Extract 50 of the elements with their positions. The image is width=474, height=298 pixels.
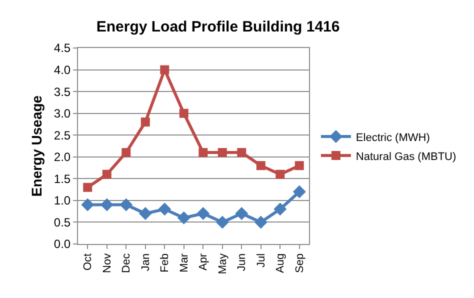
y-tick-label: 0.0 (54, 237, 71, 252)
y-tick-label: 0.5 (54, 215, 71, 230)
point (81, 198, 94, 212)
point (179, 108, 188, 118)
point (256, 161, 266, 170)
point (235, 207, 248, 220)
point (83, 182, 92, 192)
x-tick-label: Sep (294, 253, 306, 273)
y-axis-title: Energy Useage (28, 95, 45, 197)
y-tick-label: 3.5 (54, 84, 71, 99)
y-tick-label: 4.0 (54, 62, 71, 77)
point (158, 202, 172, 216)
y-tick-label: 1.0 (54, 194, 71, 208)
point (276, 170, 285, 179)
point (160, 65, 170, 74)
chart-title: Energy Load Profile Building 1416 (96, 18, 340, 36)
y-tick-label: 2.0 (54, 150, 71, 164)
y-tick-label: 3.0 (54, 106, 71, 121)
point (198, 148, 208, 158)
point (292, 185, 306, 198)
point (196, 207, 210, 220)
point (216, 216, 229, 229)
x-tick-label: Jul (255, 253, 268, 268)
point (122, 148, 131, 158)
point (254, 216, 268, 229)
point (237, 148, 246, 158)
x-tick-label: Dec (120, 252, 133, 273)
point (218, 148, 227, 158)
y-tick-label: 2.5 (54, 128, 71, 142)
point (120, 198, 133, 212)
x-tick-label: Nov (101, 252, 114, 273)
point (102, 170, 112, 179)
point (177, 211, 190, 224)
legend-label: Natural Gas (MBTU) (356, 150, 456, 163)
x-tick-label: May (216, 252, 229, 274)
x-tick-label: Jan (140, 253, 152, 272)
x-tick-label: Jun (236, 253, 248, 272)
point (274, 202, 287, 216)
x-tick-label: Mar (178, 253, 190, 272)
x-tick-label: Apr (198, 253, 210, 271)
point (140, 118, 150, 127)
x-tick-label: Aug (274, 253, 287, 273)
y-tick-label: 4.5 (54, 41, 71, 56)
x-tick-label: Oct (82, 253, 94, 271)
x-tick-label: Feb (159, 253, 172, 272)
point (294, 161, 304, 170)
legend-label: Electric (MWH) (356, 132, 430, 144)
point (138, 207, 152, 220)
y-tick-label: 1.5 (54, 172, 71, 186)
point (100, 198, 114, 212)
